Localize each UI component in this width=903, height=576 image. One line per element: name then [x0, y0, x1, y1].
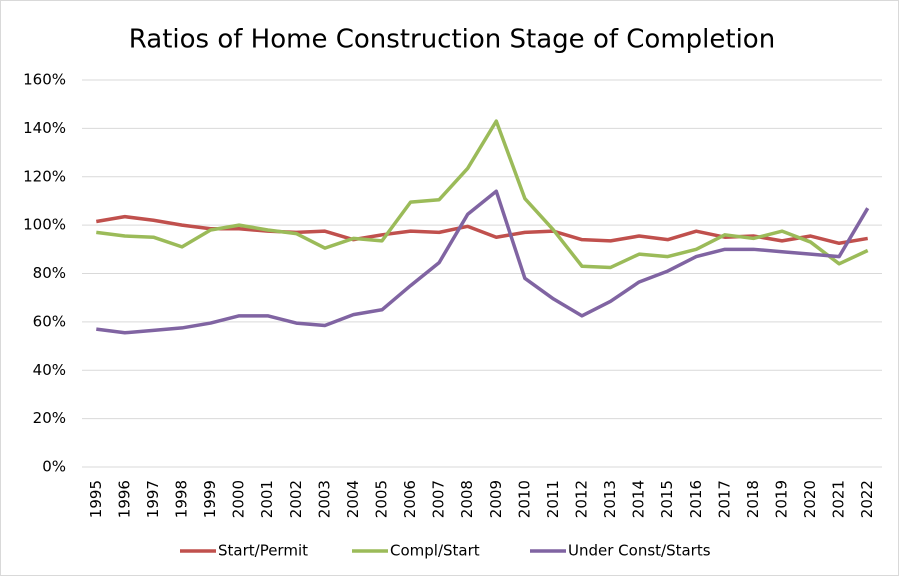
x-tick-label: 1998 — [173, 480, 191, 518]
x-tick-label: 2011 — [544, 480, 562, 518]
x-tick-label: 2004 — [344, 480, 362, 518]
legend-label: Compl/Start — [390, 542, 480, 560]
legend-label: Under Const/Starts — [568, 542, 711, 560]
y-tick-label: 100% — [23, 216, 66, 234]
x-tick-label: 2022 — [858, 480, 876, 518]
x-tick-label: 2006 — [401, 480, 419, 518]
x-tick-label: 2000 — [230, 480, 248, 518]
y-tick-label: 140% — [23, 119, 66, 137]
x-tick-label: 2012 — [573, 480, 591, 518]
y-tick-label: 60% — [33, 312, 66, 330]
x-tick-label: 2010 — [515, 480, 533, 518]
x-tick-label: 2013 — [601, 480, 619, 518]
x-tick-label: 2005 — [373, 480, 391, 518]
x-tick-label: 2019 — [773, 480, 791, 518]
legend-label: Start/Permit — [218, 542, 308, 560]
x-tick-label: 2020 — [801, 480, 819, 518]
x-tick-label: 1997 — [144, 480, 162, 518]
x-tick-label: 1996 — [115, 480, 133, 518]
y-tick-label: 20% — [33, 409, 66, 427]
x-tick-label: 1999 — [201, 480, 219, 518]
chart-title: Ratios of Home Construction Stage of Com… — [129, 25, 775, 55]
x-tick-label: 2002 — [287, 480, 305, 518]
y-tick-label: 80% — [33, 264, 66, 282]
x-tick-label: 2021 — [830, 480, 848, 518]
x-tick-label: 2016 — [687, 480, 705, 518]
x-tick-label: 2001 — [258, 480, 276, 518]
y-tick-label: 120% — [23, 167, 66, 185]
x-tick-label: 2008 — [458, 480, 476, 518]
x-tick-label: 1995 — [87, 480, 105, 518]
y-tick-label: 40% — [33, 361, 66, 379]
series-line — [96, 189, 870, 335]
x-tick-label: 2003 — [315, 480, 333, 518]
x-tick-label: 2015 — [658, 480, 676, 518]
y-tick-label: 0% — [42, 458, 66, 476]
x-tick-label: 2018 — [744, 480, 762, 518]
y-tick-label: 160% — [23, 71, 66, 89]
x-tick-label: 2014 — [630, 480, 648, 518]
x-tick-label: 2009 — [487, 480, 505, 518]
x-tick-label: 2007 — [430, 480, 448, 518]
x-tick-label: 2017 — [715, 480, 733, 518]
series-line — [96, 119, 869, 270]
